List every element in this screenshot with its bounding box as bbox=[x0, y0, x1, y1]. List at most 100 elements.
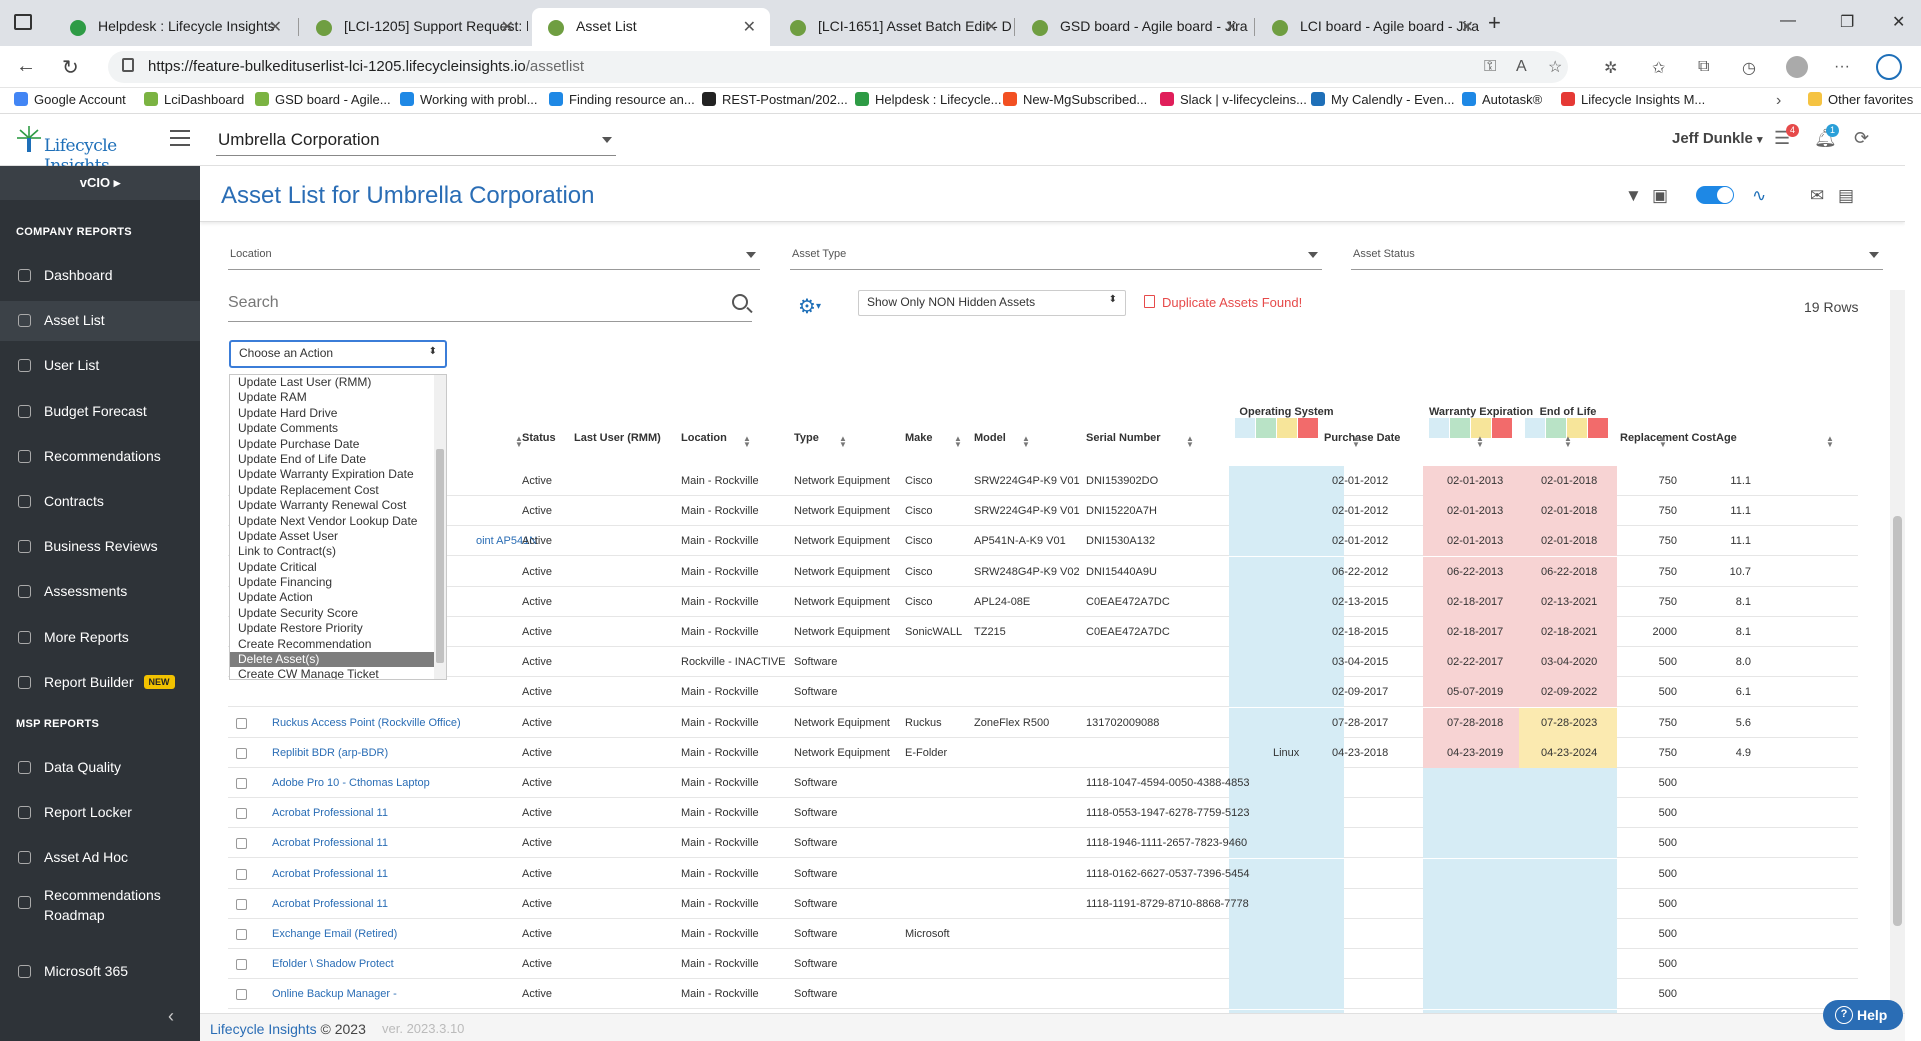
action-option[interactable]: Update Replacement Cost bbox=[238, 482, 379, 497]
settings-gear-icon[interactable]: ⚙▾ bbox=[798, 296, 821, 318]
sort-icon[interactable]: ▲ ▼ bbox=[839, 434, 847, 449]
email-icon[interactable]: ✉ bbox=[1810, 186, 1825, 205]
tab-actions-icon[interactable] bbox=[14, 14, 32, 30]
legend-swatch[interactable] bbox=[1235, 418, 1255, 438]
browser-tab[interactable]: Helpdesk : Lifecycle Insights ✕ bbox=[54, 8, 296, 46]
more-menu-icon[interactable]: ··· bbox=[1834, 58, 1850, 75]
action-option[interactable]: Update Hard Drive bbox=[238, 405, 338, 420]
bookmark-item[interactable]: GSD board - Agile... bbox=[255, 92, 391, 107]
asset-name-link[interactable]: Adobe Pro 10 - Cthomas Laptop bbox=[272, 777, 430, 789]
asset-name-link[interactable]: Acrobat Professional 11 bbox=[272, 837, 388, 850]
action-option[interactable]: Delete Asset(s) bbox=[230, 652, 446, 668]
refresh-icon[interactable]: ↻ bbox=[62, 57, 79, 79]
favorites-icon[interactable]: ✩ bbox=[1652, 60, 1666, 77]
other-favorites[interactable]: Other favorites bbox=[1808, 92, 1913, 107]
user-menu[interactable]: Jeff Dunkle ▾ bbox=[1672, 130, 1763, 147]
sort-icon[interactable]: ▲ ▼ bbox=[1564, 434, 1572, 449]
camera-icon[interactable]: ▣ bbox=[1652, 186, 1669, 205]
action-option[interactable]: Update Comments bbox=[238, 421, 339, 436]
legend-swatch[interactable] bbox=[1256, 418, 1276, 438]
action-option[interactable]: Update End of Life Date bbox=[238, 451, 367, 466]
sidebar-item-recommendations-roadmap[interactable]: Recommendations Roadmap bbox=[0, 883, 200, 943]
table-row[interactable]: Acrobat Professional 11 Active Main - Rock… bbox=[228, 858, 1858, 889]
action-option[interactable]: Update Asset User bbox=[238, 528, 339, 543]
sidebar-item-recommendations[interactable]: Recommendations bbox=[0, 437, 200, 477]
legend-swatch[interactable] bbox=[1525, 418, 1545, 438]
column-header-location[interactable]: Location bbox=[681, 432, 727, 444]
help-button[interactable]: Help bbox=[1823, 1000, 1903, 1030]
column-header-cost[interactable]: Replacement Cost bbox=[1620, 432, 1716, 444]
bookmark-item[interactable]: Autotask® bbox=[1462, 92, 1542, 107]
browser-tab[interactable]: GSD board - Agile board - Jira ✕ bbox=[1016, 8, 1252, 46]
action-option[interactable]: Update Security Score bbox=[238, 605, 359, 620]
column-header-purchase[interactable]: Purchase Date bbox=[1324, 432, 1401, 444]
row-checkbox[interactable] bbox=[236, 898, 247, 910]
column-header-make[interactable]: Make bbox=[905, 432, 933, 444]
bookmarks-overflow-icon[interactable]: › bbox=[1776, 92, 1782, 109]
duplicate-assets-link[interactable]: Duplicate Assets Found! bbox=[1144, 295, 1302, 310]
sort-icon[interactable]: ▲ ▼ bbox=[954, 434, 962, 449]
legend-swatch[interactable] bbox=[1429, 418, 1449, 438]
legend-swatch[interactable] bbox=[1277, 418, 1297, 438]
bookmark-item[interactable]: LciDashboard bbox=[144, 92, 244, 107]
action-option[interactable]: Update Warranty Renewal Cost bbox=[238, 498, 407, 513]
back-icon[interactable]: ← bbox=[16, 55, 36, 77]
sidebar-item-user-list[interactable]: User List bbox=[0, 346, 200, 386]
asset-name-link[interactable]: Acrobat Professional 11 bbox=[272, 807, 388, 820]
legend-swatch[interactable] bbox=[1492, 418, 1512, 438]
legend-swatch[interactable] bbox=[1546, 418, 1566, 438]
view-toggle[interactable] bbox=[1696, 186, 1734, 204]
legend-swatch[interactable] bbox=[1298, 418, 1318, 438]
sidebar-item-asset-list[interactable]: Asset List bbox=[0, 301, 200, 342]
bookmark-item[interactable]: New-MgSubscribed... bbox=[1003, 92, 1147, 107]
url-field[interactable]: https://feature-bulkedituserlist-lci-120… bbox=[108, 51, 1568, 83]
bookmark-item[interactable]: Finding resource an... bbox=[549, 92, 695, 107]
table-row[interactable]: Replibit BDR (arp-BDR) Active Main - Rockv… bbox=[228, 737, 1858, 768]
sort-icon[interactable]: ▲ ▼ bbox=[743, 434, 751, 449]
column-header-model[interactable]: Model bbox=[974, 432, 1006, 444]
sidebar-item-more-reports[interactable]: More Reports bbox=[0, 618, 200, 658]
sidebar-item-report-builder[interactable]: Report Builder NEW bbox=[0, 663, 200, 703]
location-filter[interactable]: Location bbox=[228, 238, 760, 270]
collapse-sidebar-icon[interactable]: ‹ bbox=[168, 1006, 174, 1026]
sort-icon[interactable]: ▲ ▼ bbox=[1352, 434, 1360, 449]
sidebar-item-microsoft-365[interactable]: Microsoft 365 bbox=[0, 952, 200, 992]
sort-icon[interactable]: ▲ ▼ bbox=[1826, 434, 1834, 449]
bookmark-item[interactable]: Google Account bbox=[14, 92, 126, 107]
sidebar-item-dashboard[interactable]: Dashboard bbox=[0, 256, 200, 296]
sync-icon[interactable]: ⟳ bbox=[1854, 128, 1870, 148]
action-option[interactable]: Create Recommendation bbox=[238, 636, 372, 651]
search-input[interactable] bbox=[228, 294, 708, 312]
action-option[interactable]: Update Next Vendor Lookup Date bbox=[238, 513, 418, 528]
table-row[interactable]: Active Main - Rockville Network Equipment C… bbox=[228, 586, 1858, 617]
minimize-icon[interactable]: — bbox=[1780, 12, 1796, 29]
new-tab-icon[interactable]: + bbox=[1488, 10, 1501, 35]
bookmark-item[interactable]: Lifecycle Insights M... bbox=[1561, 92, 1705, 107]
browser-tab[interactable]: Asset List ✕ bbox=[532, 8, 770, 46]
table-row[interactable]: Online Backup Manager - Active Main - Rock… bbox=[228, 979, 1858, 1010]
table-row[interactable]: Active Main - Rockville Network Equipment S… bbox=[228, 617, 1858, 647]
table-row[interactable]: Acrobat Professional 11 Active Main - Rock… bbox=[228, 828, 1858, 859]
bookmark-item[interactable]: Working with probl... bbox=[400, 92, 538, 107]
close-tab-icon[interactable]: ✕ bbox=[984, 19, 998, 36]
sidebar-item-budget-forecast[interactable]: Budget Forecast bbox=[0, 392, 200, 432]
vcio-menu[interactable]: vCIO ▸ bbox=[0, 166, 200, 200]
restore-icon[interactable]: ❐ bbox=[1840, 14, 1855, 31]
footer-brand[interactable]: Lifecycle Insights bbox=[210, 1021, 317, 1037]
action-option[interactable]: Link to Contract(s) bbox=[238, 544, 337, 559]
sort-icon[interactable]: ▲ ▼ bbox=[1186, 434, 1194, 449]
legend-swatch[interactable] bbox=[1567, 418, 1587, 438]
table-row[interactable]: Ruckus Access Point (Rockville Office) Ac… bbox=[228, 707, 1858, 738]
row-checkbox[interactable] bbox=[236, 838, 247, 850]
profile-avatar[interactable] bbox=[1786, 56, 1808, 78]
extensions-icon[interactable]: ✲ bbox=[1604, 60, 1618, 77]
table-row[interactable]: Active Main - Rockville Software 02-09-2017… bbox=[228, 677, 1858, 708]
menu-icon[interactable] bbox=[170, 130, 190, 146]
asset-name-link[interactable]: Replibit BDR (arp-BDR) bbox=[272, 746, 389, 759]
close-tab-icon[interactable]: ✕ bbox=[1460, 19, 1474, 36]
sidebar-item-assessments[interactable]: Assessments bbox=[0, 572, 200, 612]
column-header-lastuser[interactable]: Last User (RMM) bbox=[574, 432, 661, 444]
dropdown-scrollbar[interactable] bbox=[434, 375, 446, 679]
table-row[interactable]: oint AP541N Active Main - Rockville Network… bbox=[228, 526, 1858, 557]
